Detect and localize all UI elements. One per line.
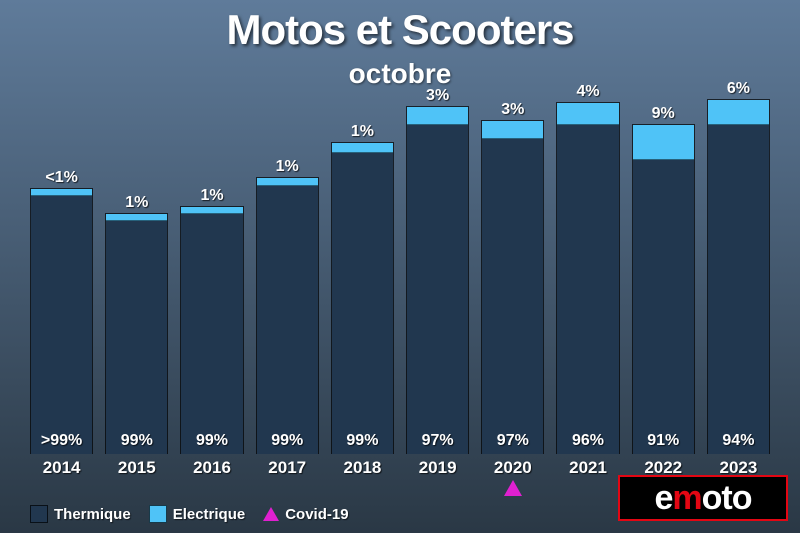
- bar-stack: 4% 96%: [556, 102, 619, 454]
- legend-item-electrique: Electrique: [149, 505, 246, 523]
- bar-segment-electrique: 1%: [106, 214, 167, 221]
- bar-label-thermique: 96%: [557, 432, 618, 450]
- bar-segment-electrique: 6%: [708, 100, 769, 125]
- bar-segment-thermique: 97%: [407, 125, 468, 454]
- legend-marker-covid: [263, 507, 279, 521]
- bar-segment-electrique: 1%: [332, 143, 393, 154]
- legend-swatch-electrique: [149, 505, 167, 523]
- legend-label-thermique: Thermique: [54, 506, 131, 523]
- bar-stack: 3% 97%: [406, 106, 469, 454]
- bar-segment-thermique: 99%: [257, 186, 318, 455]
- legend: Thermique Electrique Covid-19: [30, 505, 349, 523]
- logo-text-pre: e: [654, 479, 672, 517]
- bar-label-thermique: 91%: [633, 432, 694, 450]
- legend-item-covid: Covid-19: [263, 506, 348, 523]
- bar-col-2018: 1%99%2018: [331, 96, 394, 454]
- bar-col-2023: 6%94%2023: [707, 96, 770, 454]
- bar-segment-electrique: 1%: [181, 207, 242, 214]
- covid-marker-icon: [504, 480, 522, 496]
- bar-segment-thermique: 94%: [708, 125, 769, 454]
- bar-label-electrique: 1%: [181, 187, 242, 205]
- year-label: 2018: [331, 458, 394, 478]
- bar-stack: 3% 97%: [481, 120, 544, 454]
- bar-col-2017: 1%99%2017: [256, 96, 319, 454]
- bar-label-electrique: 6%: [708, 80, 769, 98]
- bar-label-thermique: 99%: [257, 432, 318, 450]
- bar-segment-electrique: 9%: [633, 125, 694, 161]
- year-label: 2015: [105, 458, 168, 478]
- legend-label-covid: Covid-19: [285, 506, 348, 523]
- year-label: 2020: [481, 458, 544, 478]
- bar-label-thermique: 94%: [708, 432, 769, 450]
- year-label: 2014: [30, 458, 93, 478]
- bar-segment-electrique: <1%: [31, 189, 92, 196]
- bar-col-2014: <1%>99%2014: [30, 96, 93, 454]
- bar-label-thermique: 97%: [482, 432, 543, 450]
- bar-col-2016: 1%99%2016: [180, 96, 243, 454]
- bar-segment-thermique: 91%: [633, 160, 694, 454]
- chart-subtitle: octobre: [0, 58, 800, 90]
- bar-label-thermique: >99%: [31, 432, 92, 450]
- bar-segment-electrique: 4%: [557, 103, 618, 124]
- bar-segment-thermique: 99%: [106, 221, 167, 454]
- bar-label-electrique: 9%: [633, 105, 694, 123]
- bar-label-electrique: 1%: [106, 194, 167, 212]
- bar-label-electrique: 4%: [557, 83, 618, 101]
- bar-segment-electrique: 3%: [482, 121, 543, 139]
- bar-col-2021: 4%96%2021: [556, 96, 619, 454]
- bar-stack: 6% 94%: [707, 99, 770, 454]
- bar-label-thermique: 99%: [181, 432, 242, 450]
- year-label: 2017: [256, 458, 319, 478]
- bar-container: <1%>99%20141%99%20151%99%20161%99%20171%…: [30, 96, 770, 454]
- bar-stack: 1% 99%: [105, 213, 168, 454]
- bar-col-2022: 9%91%2022: [632, 96, 695, 454]
- bar-col-2019: 3%97%2019: [406, 96, 469, 454]
- bar-col-2015: 1%99%2015: [105, 96, 168, 454]
- bar-segment-electrique: 1%: [257, 178, 318, 185]
- bar-stack: <1% >99%: [30, 188, 93, 454]
- bar-segment-thermique: 99%: [181, 214, 242, 454]
- bar-segment-thermique: 97%: [482, 139, 543, 454]
- bar-label-electrique: 3%: [407, 87, 468, 105]
- chart-title: Motos et Scooters: [0, 6, 800, 54]
- bar-segment-thermique: 96%: [557, 125, 618, 454]
- brand-logo: emoto: [618, 475, 788, 521]
- bar-label-thermique: 99%: [106, 432, 167, 450]
- bar-label-electrique: 3%: [482, 101, 543, 119]
- legend-item-thermique: Thermique: [30, 505, 131, 523]
- bar-stack: 1% 99%: [180, 206, 243, 454]
- year-label: 2016: [180, 458, 243, 478]
- year-label: 2019: [406, 458, 469, 478]
- bar-label-thermique: 99%: [332, 432, 393, 450]
- logo-text-red: m: [672, 479, 701, 517]
- bar-label-electrique: 1%: [257, 158, 318, 176]
- bar-stack: 9% 91%: [632, 124, 695, 454]
- legend-swatch-thermique: [30, 505, 48, 523]
- bar-stack: 1% 99%: [256, 177, 319, 454]
- logo-text-post: oto: [702, 479, 752, 517]
- brand-logo-text: emoto: [654, 479, 751, 518]
- bar-label-electrique: 1%: [332, 123, 393, 141]
- bar-stack: 1% 99%: [331, 142, 394, 454]
- bar-label-thermique: 97%: [407, 432, 468, 450]
- year-label: 2021: [556, 458, 619, 478]
- chart-area: <1%>99%20141%99%20151%99%20161%99%20171%…: [30, 96, 770, 454]
- bar-segment-thermique: >99%: [31, 196, 92, 454]
- bar-segment-thermique: 99%: [332, 153, 393, 454]
- legend-label-electrique: Electrique: [173, 506, 246, 523]
- bar-segment-electrique: 3%: [407, 107, 468, 125]
- bar-col-2020: 3%97%2020: [481, 96, 544, 454]
- bar-label-electrique: <1%: [31, 169, 92, 187]
